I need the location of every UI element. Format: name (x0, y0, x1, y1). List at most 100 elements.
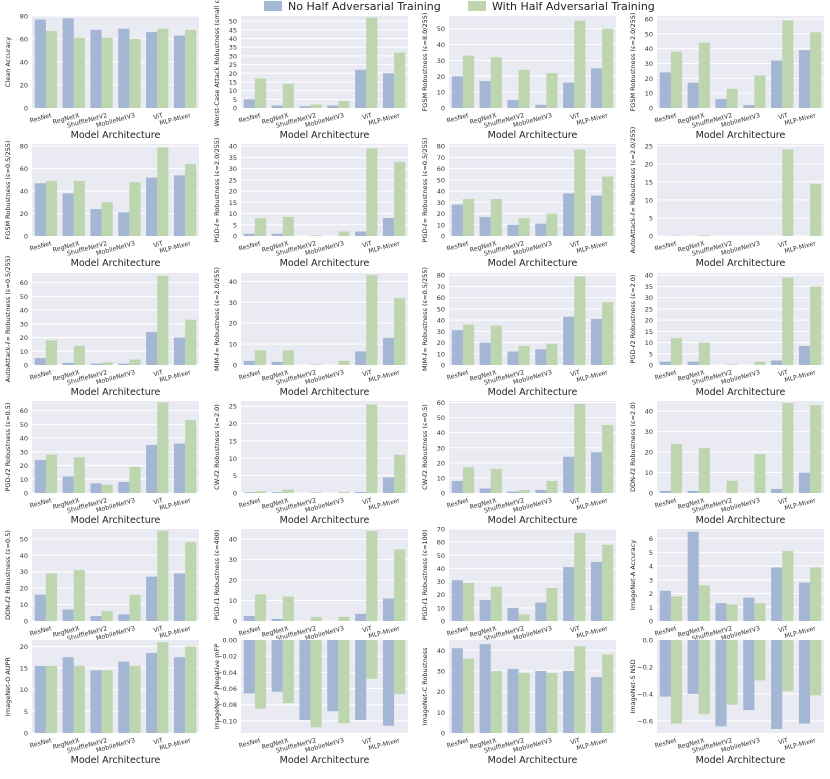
panel-background (449, 529, 616, 621)
bar-with-half (282, 350, 294, 365)
y-tick-label: 10 (229, 341, 237, 349)
bar-no-half (798, 640, 811, 724)
y-tick-label: 0 (441, 618, 445, 626)
y-tick-label: 0.00 (223, 637, 237, 645)
y-tick-label: 25 (645, 305, 653, 313)
bar-with-half (810, 183, 822, 236)
panel-background (32, 273, 199, 365)
y-tick-label: 0.0 (643, 637, 653, 645)
bar-with-half (670, 596, 683, 621)
x-tick-label: MLP-Mixer (784, 497, 817, 512)
bar-with-half (338, 640, 350, 724)
y-tick-label: 50 (437, 414, 445, 422)
bar-no-half (271, 233, 283, 236)
y-tick-label: 40 (437, 565, 445, 573)
bar-with-half (185, 646, 197, 733)
bar-with-half (698, 235, 710, 236)
bar-no-half (34, 665, 46, 733)
x-axis-label: Model Architecture (696, 258, 786, 269)
x-axis-label: Model Architecture (280, 515, 370, 526)
bar-with-half (129, 594, 141, 621)
bar-no-half (62, 193, 74, 236)
bar-no-half (355, 231, 367, 236)
bar-with-half (73, 345, 85, 365)
bar-with-half (782, 20, 794, 109)
y-axis-label: AutoAttack-ℓ∞ Robustness (ε=0.5/255) (4, 256, 12, 383)
y-tick-label: 25 (229, 61, 237, 69)
y-tick-label: 20 (20, 643, 28, 651)
y-axis-label: ImageNet-C Robustness (421, 647, 429, 726)
y-tick-label: 20 (229, 577, 237, 585)
bar-no-half (146, 177, 158, 236)
bar-with-half (810, 286, 822, 365)
y-tick-label: 15 (229, 78, 237, 86)
x-tick-label: ViT (778, 369, 789, 378)
y-tick-label: 40 (437, 41, 445, 49)
y-tick-label: 30 (437, 57, 445, 65)
y-axis-label: PGD-ℓ2 Robustness (ε=2.0) (629, 275, 637, 364)
x-tick-label: ResNet (29, 240, 53, 253)
bar-no-half (590, 561, 603, 621)
bar-no-half (535, 489, 547, 493)
bar-with-half (546, 213, 558, 236)
bar-no-half (687, 640, 699, 694)
bar-with-half (394, 640, 406, 695)
bar-no-half (382, 337, 395, 365)
bar-with-half (338, 231, 350, 236)
y-tick-label: 20 (437, 591, 445, 599)
y-tick-label: 40 (645, 408, 653, 416)
panel-background (657, 144, 824, 236)
x-axis-label: Model Architecture (71, 387, 161, 398)
y-tick-label: 40 (645, 45, 653, 53)
bar-with-half (394, 161, 406, 236)
bar-with-half (574, 404, 586, 493)
y-tick-label: 40 (229, 35, 237, 43)
bar-with-half (546, 480, 558, 493)
bar-with-half (310, 364, 322, 365)
y-tick-label: 20 (20, 585, 28, 593)
x-tick-label: ViT (570, 240, 581, 249)
bar-with-half (73, 37, 85, 108)
x-tick-label: MLP-Mixer (159, 240, 192, 255)
bar-with-half (782, 640, 794, 692)
bar-no-half (687, 490, 699, 493)
x-tick-label: ViT (778, 497, 789, 506)
bar-no-half (118, 363, 130, 365)
bar-no-half (451, 648, 463, 733)
y-axis-label: ImageNet-O AUPR (4, 656, 12, 716)
x-tick-label: ResNet (29, 497, 53, 510)
x-tick-label: ResNet (446, 497, 470, 510)
y-tick-label: 0 (233, 362, 237, 370)
y-tick-label: 5 (649, 214, 653, 222)
bar-no-half (479, 644, 491, 733)
bar-with-half (782, 550, 794, 621)
y-tick-label: 10 (437, 604, 445, 612)
bar-no-half (243, 640, 255, 694)
bar-with-half (310, 104, 322, 108)
bar-with-half (254, 78, 267, 108)
y-tick-label: 20 (645, 317, 653, 325)
bar-with-half (310, 616, 322, 621)
bar-with-half (602, 654, 614, 733)
bar-no-half (535, 223, 547, 236)
bar-with-half (101, 362, 113, 365)
bar-no-half (355, 640, 367, 721)
bar-no-half (798, 472, 811, 493)
bar-with-half (185, 29, 197, 108)
bar-no-half (798, 50, 811, 108)
y-tick-label: 0 (24, 233, 28, 241)
x-tick-label: MLP-Mixer (784, 737, 817, 752)
bar-with-half (101, 670, 113, 733)
panel-background (32, 640, 199, 733)
bar-with-half (726, 364, 738, 365)
x-tick-label: MLP-Mixer (159, 369, 192, 384)
x-tick-label: ResNet (446, 112, 470, 125)
bar-no-half (771, 488, 783, 493)
y-axis-label: ImageNet-S NSD (629, 659, 637, 713)
y-axis-label: ImageNet-A Accuracy (629, 540, 637, 610)
